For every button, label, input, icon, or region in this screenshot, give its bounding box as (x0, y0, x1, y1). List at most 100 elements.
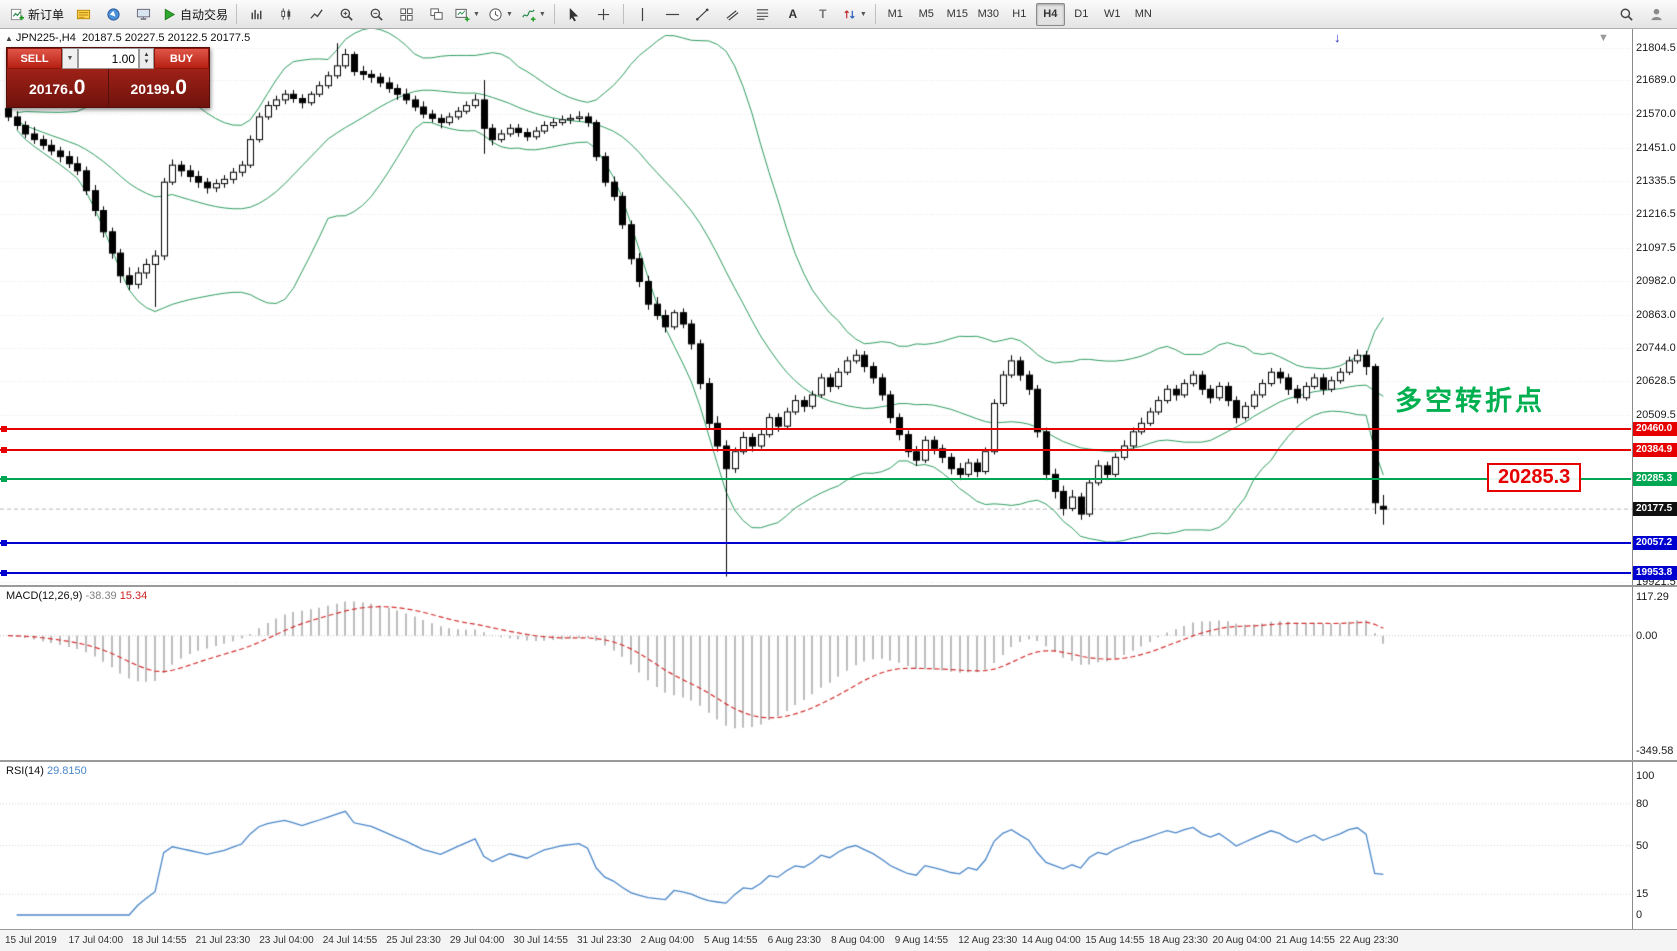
symbol-marker-icon: ▲ (5, 34, 13, 43)
horizontal-line-19953.8[interactable] (0, 571, 1631, 574)
crosshair-tool-button[interactable] (589, 1, 619, 27)
lot-stepper[interactable]: ▲ ▼ (139, 48, 154, 69)
price-scale-label: 21335.5 (1636, 174, 1676, 187)
buy-button-label: BUY (169, 52, 194, 65)
level-line-handle[interactable] (1, 425, 7, 432)
fibonacci-tool-button[interactable] (748, 1, 778, 27)
level-line-handle[interactable] (1, 447, 7, 454)
toolbar-separator (553, 4, 555, 24)
cursor-tool-button[interactable] (559, 1, 589, 27)
timeframe-d1[interactable]: D1 (1074, 8, 1089, 20)
macd-label: MACD(12,26,9) -38.39 15.34 (6, 590, 148, 602)
time-axis-label: 21 Jul 23:30 (195, 935, 251, 946)
macd-panel: MACD(12,26,9) -38.39 15.34 117.29 0.00 -34… (0, 587, 1677, 760)
price-scale[interactable]: 21804.5 21689.0 21570.0 21451.0 21335.5 21216… (1632, 29, 1677, 585)
bar-chart-button[interactable] (241, 1, 271, 27)
timeframe-w1[interactable]: W1 (1104, 8, 1121, 20)
candlestick-icon (280, 7, 290, 20)
tile-windows-button[interactable] (391, 1, 421, 27)
autotrading-label: 自动交易 (180, 7, 229, 22)
time-axis-label: 15 Jul 2019 (5, 935, 57, 946)
horizontal-line-20285.3[interactable] (0, 477, 1631, 480)
time-axis-label: 6 Aug 23:30 (767, 935, 821, 946)
timeframe-m5[interactable]: M5 (918, 8, 934, 20)
search-button[interactable] (1611, 1, 1641, 27)
horizontal-line-20057.2[interactable] (0, 542, 1631, 545)
arrows-icon (844, 9, 855, 19)
crosshair-icon (598, 8, 610, 20)
horizontal-line-tool-button[interactable] (658, 1, 688, 27)
horizontal-line-20384.9[interactable] (0, 449, 1631, 452)
sell-button[interactable]: SELL (7, 48, 62, 69)
chart-annotation-text[interactable]: 多空转折点 (1395, 386, 1545, 416)
time-axis-label: 22 Aug 23:30 (1339, 935, 1399, 946)
price-scale-label: 20982.0 (1636, 274, 1676, 287)
vertical-line-tool-button[interactable] (628, 1, 658, 27)
timeframe-m1[interactable]: M1 (887, 8, 903, 20)
terminal-button[interactable] (128, 1, 158, 27)
lot-size-input[interactable]: 1.00 (78, 48, 139, 69)
level-price-tag: 19953.8 (1633, 565, 1677, 580)
macd-canvas[interactable] (0, 587, 1632, 760)
buy-price[interactable]: 20199.0 (130, 76, 187, 99)
chart-shift-marker[interactable]: ▼ (1598, 32, 1609, 44)
candlestick-chart-button[interactable] (271, 1, 301, 27)
trendline-tool-button[interactable] (688, 1, 718, 27)
price-scale-label: 20509.5 (1636, 408, 1676, 421)
timeframe-mn[interactable]: MN (1134, 8, 1152, 20)
level-line-handle[interactable] (1, 540, 7, 547)
navigator-button[interactable] (98, 1, 128, 27)
label-tool-icon: T (819, 7, 827, 21)
rsi-scale-label: 80 (1636, 797, 1649, 810)
horizontal-line-icon (666, 13, 680, 15)
time-axis-label: 5 Aug 14:55 (704, 935, 758, 946)
toolbar-separator (622, 4, 624, 24)
timeframe-h4[interactable]: H4 (1035, 2, 1065, 26)
price-scale-label: 20744.0 (1636, 342, 1676, 355)
main-chart-canvas[interactable] (0, 29, 1632, 585)
rsi-canvas[interactable] (0, 762, 1632, 929)
level-line-handle[interactable] (1, 475, 7, 482)
timeframe-m30[interactable]: M30 (977, 8, 999, 20)
new-order-button[interactable]: 新订单 (6, 1, 68, 27)
indicators-button[interactable]: ▼ (517, 1, 550, 27)
zoom-in-button[interactable] (331, 1, 361, 27)
price-scale-label: 21451.0 (1636, 141, 1676, 154)
rsi-scale[interactable]: 100 80 50 15 0 (1632, 762, 1677, 929)
macd-scale-label: 0.00 (1636, 629, 1658, 642)
cascade-windows-button[interactable] (421, 1, 451, 27)
chart-symbol-period: JPN225-,H4 (15, 32, 76, 44)
autotrading-button[interactable]: 自动交易 (158, 1, 232, 27)
macd-scale[interactable]: 117.29 0.00 -349.58 (1632, 587, 1677, 760)
horizontal-line-20460.0[interactable] (0, 427, 1631, 430)
panel-splitter[interactable] (0, 585, 1677, 587)
panel-splitter[interactable] (0, 760, 1677, 762)
tile-windows-icon (399, 7, 413, 21)
order-type-dropdown[interactable]: ▼ (62, 48, 78, 69)
stepper-up-icon[interactable]: ▲ (143, 51, 150, 58)
buy-button[interactable]: BUY (154, 48, 209, 69)
sell-price[interactable]: 20176.0 (29, 76, 86, 99)
periods-button[interactable]: ▼ (484, 1, 517, 27)
price-scale-label: 19921.5 (1636, 575, 1676, 585)
level-line-handle[interactable] (1, 569, 7, 576)
channel-tool-button[interactable] (718, 1, 748, 27)
label-tool-button[interactable]: T (808, 1, 838, 27)
time-axis[interactable]: 15 Jul 2019 17 Jul 04:00 18 Jul 14:55 21 Ju… (0, 929, 1677, 951)
timeframe-h1[interactable]: H1 (1012, 8, 1027, 20)
zoom-out-button[interactable] (361, 1, 391, 27)
timeframe-m15[interactable]: M15 (946, 8, 968, 20)
line-chart-button[interactable] (301, 1, 331, 27)
toolbar-right-group (1611, 1, 1671, 27)
new-chart-button[interactable]: ▼ (451, 1, 484, 27)
text-tool-icon: A (788, 7, 798, 21)
arrows-tool-button[interactable]: ▼ (838, 1, 871, 27)
time-axis-label: 25 Jul 23:30 (386, 935, 441, 946)
toolbar-separator (874, 4, 876, 24)
market-watch-button[interactable] (68, 1, 98, 27)
text-tool-button[interactable]: A (778, 1, 808, 27)
community-button[interactable] (1641, 1, 1671, 27)
toolbar-separator (236, 4, 238, 24)
stepper-down-icon[interactable]: ▼ (143, 58, 150, 65)
price-callout-box[interactable]: 20285.3 (1487, 463, 1582, 492)
